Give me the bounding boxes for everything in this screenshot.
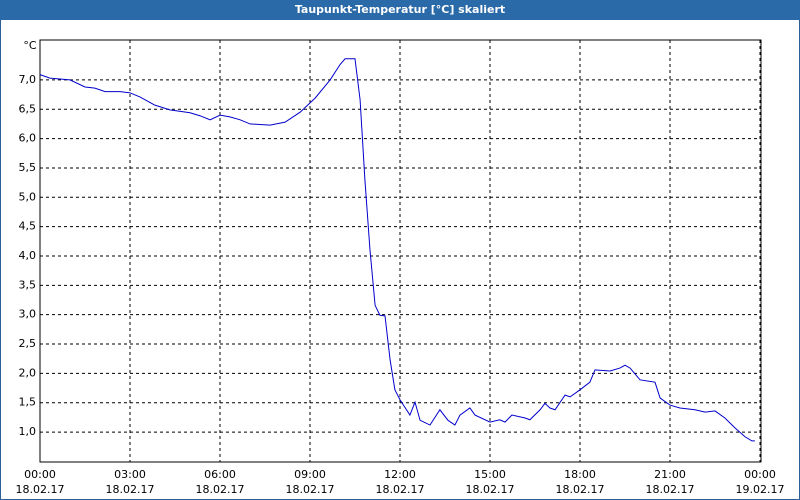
y-tick-label: 2,0 <box>19 366 37 379</box>
x-tick-label: 06:00 <box>204 468 236 481</box>
x-tick-date: 18.02.17 <box>466 483 515 496</box>
x-tick-label: 00:00 <box>744 468 776 481</box>
chart-title: Taupunkt-Temperatur [°C] skaliert <box>295 3 505 16</box>
y-tick-label: 6,0 <box>19 132 37 145</box>
data-line <box>39 58 755 442</box>
y-tick-label: 6,5 <box>19 102 37 115</box>
y-tick-label: 4,5 <box>19 220 37 233</box>
x-tick-label: 09:00 <box>294 468 326 481</box>
x-tick-label: 18:00 <box>564 468 596 481</box>
y-tick-label: 5,5 <box>19 161 37 174</box>
title-bar <box>0 0 800 20</box>
y-tick-label: 1,5 <box>19 396 37 409</box>
y-axis-label: °C <box>23 39 37 52</box>
x-tick-date: 18.02.17 <box>16 483 65 496</box>
x-tick-label: 00:00 <box>24 468 56 481</box>
x-tick-date: 18.02.17 <box>286 483 335 496</box>
y-tick-label: 2,5 <box>19 337 37 350</box>
x-tick-date: 18.02.17 <box>646 483 695 496</box>
y-tick-label: 3,0 <box>19 308 37 321</box>
x-tick-date: 18.02.17 <box>556 483 605 496</box>
x-tick-date: 18.02.17 <box>196 483 245 496</box>
x-tick-date: 18.02.17 <box>376 483 425 496</box>
x-tick-label: 15:00 <box>474 468 506 481</box>
y-tick-label: 4,0 <box>19 249 37 262</box>
x-tick-label: 21:00 <box>654 468 686 481</box>
y-tick-label: 1,0 <box>19 425 37 438</box>
x-tick-date: 18.02.17 <box>106 483 155 496</box>
y-tick-label: 7,0 <box>19 73 37 86</box>
x-tick-label: 03:00 <box>114 468 146 481</box>
y-tick-label: 5,0 <box>19 190 37 203</box>
x-tick-date: 19.02.17 <box>736 483 785 496</box>
y-tick-label: 3,5 <box>19 278 37 291</box>
x-tick-label: 12:00 <box>384 468 416 481</box>
